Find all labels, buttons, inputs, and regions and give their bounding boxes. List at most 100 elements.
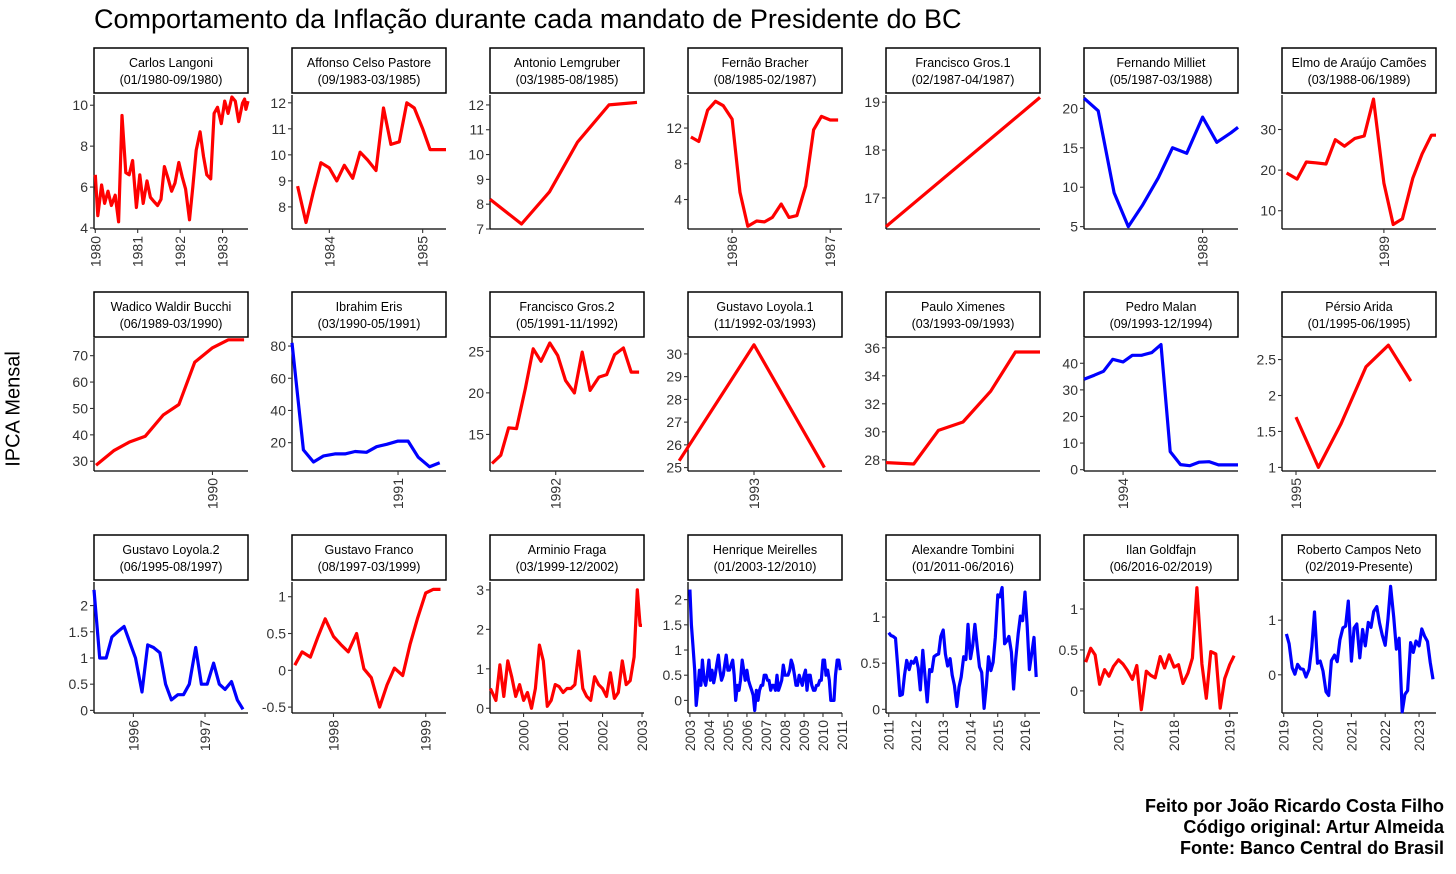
y-tick-label: 20 bbox=[270, 435, 286, 451]
y-tick-label: 40 bbox=[1062, 355, 1078, 371]
strip-period: (02/2019-Presente) bbox=[1305, 560, 1413, 574]
strip-president-name: Fernando Milliet bbox=[1117, 56, 1206, 70]
y-tick-label: 10 bbox=[1062, 435, 1078, 451]
x-tick-label: 2003 bbox=[682, 720, 698, 751]
strip-box bbox=[489, 534, 645, 581]
y-tick-label: 1 bbox=[1268, 612, 1276, 628]
y-tick-label: 15 bbox=[1062, 140, 1078, 156]
x-tick-label: 1981 bbox=[130, 236, 146, 267]
strip-period: (08/1997-03/1999) bbox=[318, 560, 421, 574]
y-tick-label: 6 bbox=[80, 179, 88, 195]
strip-president-name: Wadico Waldir Bucchi bbox=[111, 300, 232, 314]
y-tick-label: 34 bbox=[864, 368, 880, 384]
y-tick-label: 9 bbox=[278, 173, 286, 189]
x-tick-label: 2010 bbox=[815, 720, 831, 751]
chart-title: Comportamento da Inflação durante cada m… bbox=[94, 4, 962, 34]
x-tick-label: 1995 bbox=[1288, 478, 1304, 509]
strip-box bbox=[885, 47, 1041, 94]
x-tick-label: 2003 bbox=[634, 720, 650, 751]
y-tick-label: 11 bbox=[469, 122, 484, 138]
strip-president-name: Gustavo Loyola.2 bbox=[122, 543, 219, 557]
y-tick-label: 0.5 bbox=[663, 667, 683, 683]
facet-panel: Pérsio Arida (01/1995-06/1995) 1 1.5 2 2.5 199… bbox=[1257, 291, 1437, 509]
y-tick-label: 32 bbox=[864, 396, 880, 412]
x-tick-label: 2006 bbox=[739, 720, 755, 751]
strip-period: (02/1987-04/1987) bbox=[912, 73, 1015, 87]
y-tick-label: 28 bbox=[666, 391, 682, 407]
facet-panel: Arminio Fraga (03/1999-12/2002) 0 1 2 3 2000 20… bbox=[476, 534, 650, 751]
x-tick-label: 1985 bbox=[415, 236, 431, 267]
facet-panel: Affonso Celso Pastore (09/1983-03/1985) 8 9… bbox=[270, 47, 447, 267]
strip-box bbox=[489, 291, 645, 338]
y-tick-label: 2 bbox=[674, 592, 682, 608]
strip-president-name: Francisco Gros.2 bbox=[519, 300, 614, 314]
caption-source: Fonte: Banco Central do Brasil bbox=[1179, 838, 1444, 858]
series-line bbox=[887, 585, 1038, 711]
x-tick-label: 2017 bbox=[1110, 720, 1126, 751]
y-tick-label: 8 bbox=[80, 138, 88, 154]
x-tick-label: 2005 bbox=[720, 720, 736, 751]
x-tick-label: 2016 bbox=[1017, 720, 1033, 751]
y-tick-label: 11 bbox=[271, 121, 286, 137]
y-tick-label: 1 bbox=[674, 642, 682, 658]
strip-president-name: Gustavo Loyola.1 bbox=[716, 300, 813, 314]
strip-president-name: Roberto Campos Neto bbox=[1297, 543, 1421, 557]
y-tick-label: 0.5 bbox=[69, 676, 89, 692]
strip-president-name: Paulo Ximenes bbox=[921, 300, 1005, 314]
y-tick-label: 80 bbox=[270, 338, 286, 354]
strip-president-name: Antonio Lemgruber bbox=[514, 56, 620, 70]
strip-president-name: Fernão Bracher bbox=[722, 56, 809, 70]
y-tick-label: 2 bbox=[1268, 388, 1276, 404]
y-tick-label: 18 bbox=[864, 142, 880, 158]
series-line bbox=[690, 99, 839, 228]
facet-panel: Wadico Waldir Bucchi (06/1989-03/1990) 30 4… bbox=[72, 291, 249, 509]
facet-panel: Fernão Bracher (08/1985-02/1987) 4 8 12 1986 1… bbox=[666, 47, 843, 267]
y-tick-label: 7 bbox=[476, 221, 484, 237]
x-tick-label: 1984 bbox=[321, 236, 337, 267]
x-tick-label: 2011 bbox=[834, 720, 850, 750]
series-line bbox=[488, 588, 642, 710]
strip-box bbox=[687, 534, 843, 581]
facet-panel: Ibrahim Eris (03/1990-05/1991) 20 40 60 80 199… bbox=[270, 291, 447, 509]
y-tick-label: 2 bbox=[80, 598, 88, 614]
y-tick-label: 9 bbox=[476, 171, 484, 187]
strip-period: (03/1985-08/1985) bbox=[516, 73, 619, 87]
strip-period: (05/1987-03/1988) bbox=[1110, 73, 1213, 87]
y-tick-label: 28 bbox=[864, 452, 880, 468]
facet-panel: Fernando Milliet (05/1987-03/1988) 5 10 15 20… bbox=[1062, 47, 1239, 267]
series-line bbox=[93, 95, 250, 224]
y-tick-label: 60 bbox=[72, 374, 88, 390]
strip-period: (09/1993-12/1994) bbox=[1110, 317, 1213, 331]
facet-panel: Elmo de Araújo Camões (03/1988-06/1989) 10… bbox=[1260, 47, 1437, 267]
strip-president-name: Arminio Fraga bbox=[528, 543, 607, 557]
strip-box bbox=[291, 47, 447, 94]
y-tick-label: 27 bbox=[666, 414, 682, 430]
facet-panel: Roberto Campos Neto (02/2019-Presente) 0 1 2… bbox=[1268, 534, 1437, 751]
facet-panel: Gustavo Franco (08/1997-03/1999) -0.5 0 0.5 1… bbox=[262, 534, 447, 751]
x-tick-label: 2020 bbox=[1310, 720, 1326, 751]
facet-panel: Carlos Langoni (01/1980-09/1980) 4 6 8 10 1980… bbox=[72, 47, 250, 267]
strip-period: (05/1991-11/1992) bbox=[516, 317, 618, 331]
y-tick-label: 4 bbox=[80, 220, 88, 236]
strip-period: (08/1985-02/1987) bbox=[714, 73, 817, 87]
x-tick-label: 2022 bbox=[1377, 720, 1393, 751]
y-tick-label: 60 bbox=[270, 370, 286, 386]
series-line bbox=[1294, 343, 1413, 469]
y-tick-label: 12 bbox=[666, 120, 682, 136]
y-tick-label: 0.5 bbox=[267, 626, 287, 642]
strip-period: (01/2011-06/2016) bbox=[912, 560, 1014, 574]
y-tick-label: 5 bbox=[1070, 219, 1078, 235]
series-line bbox=[296, 101, 446, 225]
x-tick-label: 1992 bbox=[548, 478, 564, 509]
x-tick-label: 2018 bbox=[1166, 720, 1182, 751]
y-tick-label: 0 bbox=[476, 700, 484, 716]
series-line bbox=[677, 343, 826, 469]
y-tick-label: 25 bbox=[666, 460, 682, 476]
strip-box bbox=[1281, 47, 1437, 94]
caption: Feito por João Ricardo Costa Filho Códig… bbox=[1145, 796, 1444, 859]
strip-president-name: Henrique Meirelles bbox=[713, 543, 817, 557]
x-tick-label: 2004 bbox=[701, 720, 717, 751]
x-tick-label: 2011 bbox=[881, 720, 897, 750]
strip-period: (01/1995-06/1995) bbox=[1308, 317, 1411, 331]
